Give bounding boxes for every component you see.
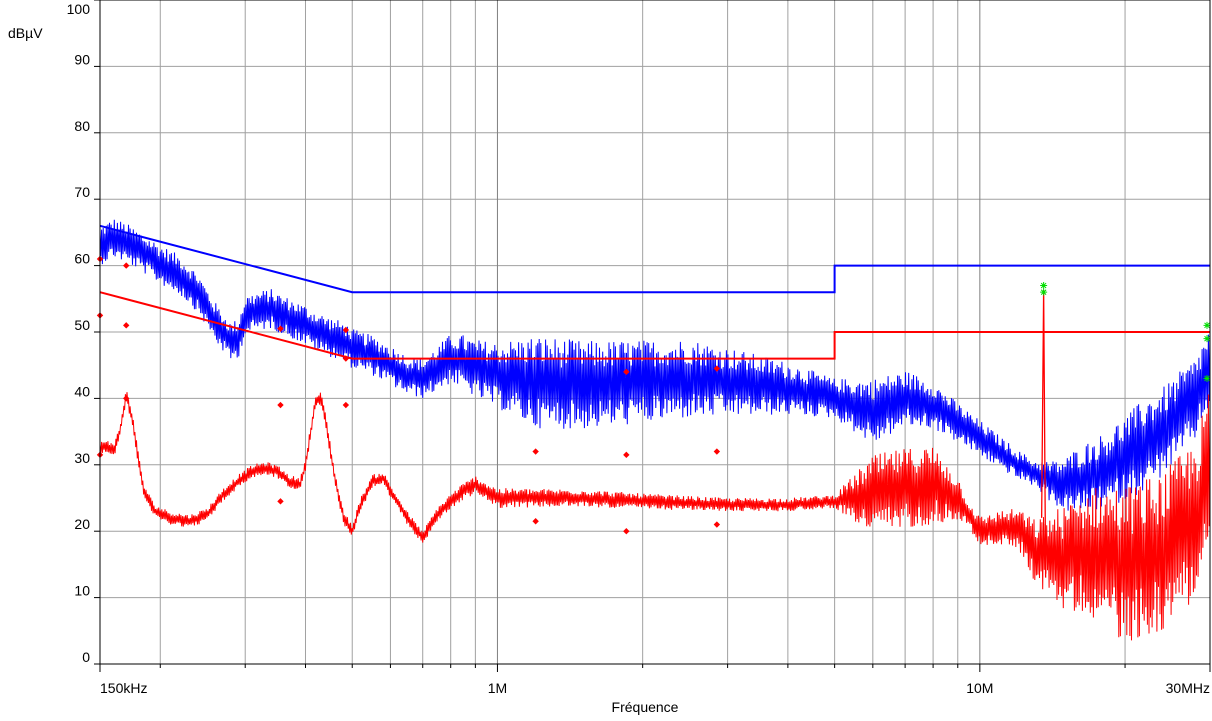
avg-marker [532,518,539,525]
qp-marker [342,326,350,334]
y-tick-label: 0 [82,649,90,665]
green-star-marker [1203,335,1211,343]
y-tick-label: 10 [74,583,90,599]
axis-layer: 0 10 20 30 40 50 60 70 80 90 100 150kHz 1M 10M 30MHz [67,0,1211,696]
qp-limit-line [99,224,1210,294]
avg-marker [623,528,630,535]
limit-layer [99,224,1210,360]
avg-marker [713,521,721,528]
y-tick-label: 50 [74,317,90,333]
qp-marker [623,451,630,459]
y-tick-label: 70 [74,184,90,200]
x-axis-label: Fréquence [612,699,679,715]
green-star-marker [1040,282,1048,290]
qp-marker [277,401,284,409]
qp-marker [713,365,721,372]
qp-marker [342,401,350,409]
y-tick-label: 60 [74,251,90,267]
y-axis-label: dBµV [8,25,43,41]
qp-marker [277,325,284,332]
y-tick-label: 20 [74,516,90,532]
qp-marker [623,368,630,376]
y-tick-label: 40 [74,383,90,399]
qp-marker [123,262,130,269]
avg-trace [99,392,1211,641]
y-tick-label: 30 [74,450,90,466]
x-tick-label: 30MHz [1166,680,1210,696]
qp-marker [123,322,130,329]
y-tick-label: 100 [67,1,91,17]
y-tick-label: 90 [74,51,90,67]
green-star-marker [1040,288,1048,296]
qp-trace [99,219,1211,511]
qp-marker [532,448,539,455]
x-tick-label: 150kHz [100,680,147,696]
qp-marker [123,395,130,402]
qp-marker [342,355,350,362]
avg-marker [277,498,284,505]
x-tick-label: 1M [488,680,507,696]
green-star-marker [1203,321,1211,329]
avg-limit-line [99,291,1210,360]
qp-marker [713,448,721,455]
x-tick-label: 10M [966,680,993,696]
green-star-marker [1203,374,1211,382]
y-tick-label: 80 [74,118,90,134]
